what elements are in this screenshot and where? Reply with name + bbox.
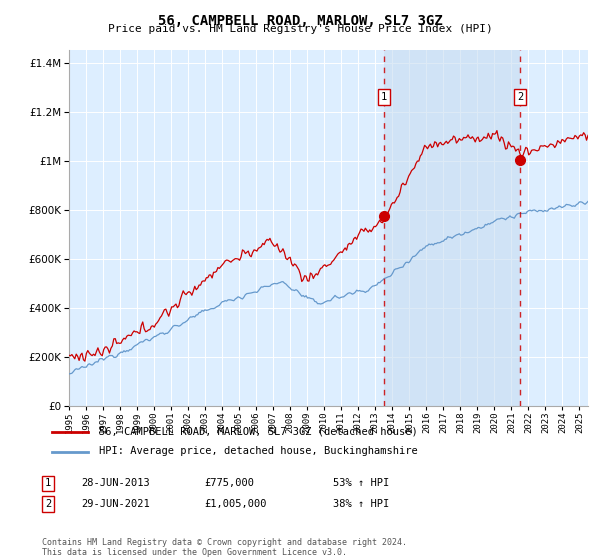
Bar: [384, 50, 520, 406]
Text: Contains HM Land Registry data © Crown copyright and database right 2024.
This d: Contains HM Land Registry data © Crown c…: [42, 538, 407, 557]
Text: £1,005,000: £1,005,000: [204, 499, 266, 509]
Text: 2: 2: [517, 92, 523, 102]
Text: 38% ↑ HPI: 38% ↑ HPI: [333, 499, 389, 509]
Text: 2: 2: [45, 499, 51, 509]
Text: 1: 1: [45, 478, 51, 488]
Text: HPI: Average price, detached house, Buckinghamshire: HPI: Average price, detached house, Buck…: [99, 446, 418, 456]
Text: 56, CAMPBELL ROAD, MARLOW, SL7 3GZ (detached house): 56, CAMPBELL ROAD, MARLOW, SL7 3GZ (deta…: [99, 427, 418, 437]
Text: 1: 1: [380, 92, 387, 102]
Text: 28-JUN-2013: 28-JUN-2013: [81, 478, 150, 488]
Text: 53% ↑ HPI: 53% ↑ HPI: [333, 478, 389, 488]
Text: Price paid vs. HM Land Registry's House Price Index (HPI): Price paid vs. HM Land Registry's House …: [107, 24, 493, 34]
Text: £775,000: £775,000: [204, 478, 254, 488]
Text: 29-JUN-2021: 29-JUN-2021: [81, 499, 150, 509]
Text: 56, CAMPBELL ROAD, MARLOW, SL7 3GZ: 56, CAMPBELL ROAD, MARLOW, SL7 3GZ: [158, 14, 442, 28]
